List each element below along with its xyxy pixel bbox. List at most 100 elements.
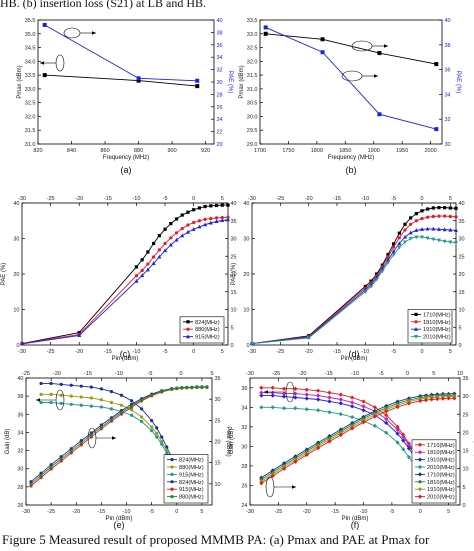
data-point [165, 451, 169, 455]
data-point [197, 206, 201, 210]
legend-entry: 915(MHz) [179, 487, 204, 493]
annotation-arrowhead [374, 74, 378, 78]
data-point [59, 401, 63, 405]
data-point [160, 389, 164, 393]
data-point [386, 261, 390, 265]
x-tick-label: -5 [163, 349, 168, 355]
data-point [89, 396, 93, 400]
data-point [69, 394, 73, 398]
data-point [270, 473, 275, 479]
data-point [384, 416, 389, 422]
data-point [259, 405, 264, 410]
x-tick-label: -10 [361, 349, 369, 355]
x-axis-label: Pin (dBm) [341, 356, 368, 362]
data-point [270, 405, 275, 410]
y-tick-label: 26 [241, 483, 247, 489]
data-point [448, 227, 453, 232]
data-point [414, 235, 419, 240]
x-tick-label: -20 [75, 349, 83, 355]
x-top-tick-label: -25 [22, 371, 30, 377]
y2-tick-label: 0 [463, 503, 466, 509]
data-point [392, 242, 396, 246]
x-top-tick-label: -10 [351, 371, 359, 377]
data-point [136, 76, 141, 81]
data-point [109, 400, 114, 405]
x-top-tick-label: -20 [75, 196, 83, 202]
data-point [380, 263, 384, 267]
legend-entry: 1810(MHz) [427, 450, 455, 456]
data-point [77, 333, 82, 338]
y2-tick-label: 24 [217, 117, 223, 123]
x-tick-label: -25 [47, 509, 55, 515]
data-point [140, 415, 144, 419]
y-tick-label: 34.0 [25, 59, 36, 65]
y2-tick-label: 20 [459, 272, 465, 278]
data-point [397, 241, 402, 246]
y-tick-label: 31.5 [25, 128, 36, 134]
y-tick-label: 33.0 [25, 87, 36, 93]
data-point [157, 248, 161, 252]
data-point [406, 446, 412, 451]
data-point [454, 215, 458, 219]
x-tick-label: 0 [420, 349, 423, 355]
data-point [259, 481, 264, 486]
legend-entry: 1910(MHz) [427, 458, 455, 464]
data-point [119, 393, 124, 397]
data-point [361, 399, 366, 404]
data-point [401, 447, 406, 452]
data-point [192, 220, 196, 225]
y2-tick-label: 20 [231, 272, 237, 278]
legend-entry: 915(MHz) [195, 335, 220, 341]
data-point [220, 218, 225, 222]
x-top-tick-label: -15 [325, 371, 333, 377]
y2-tick-label: 30 [231, 237, 237, 243]
y2-tick-label: 10 [231, 308, 237, 314]
y-axis-label: Pmax (dBm) [239, 65, 245, 98]
y2-tick-label: 20 [217, 142, 223, 148]
x-top-tick-label: -20 [299, 371, 307, 377]
legend-entry: 880(MHz) [179, 495, 204, 501]
legend-swatch-marker [170, 472, 174, 476]
annotation-ellipse [351, 40, 373, 52]
legend-entry: 915(MHz) [179, 472, 204, 478]
x-top-tick-label: 5 [449, 196, 452, 202]
data-point [169, 221, 173, 226]
legend-swatch-marker [414, 327, 418, 331]
data-point [350, 395, 355, 400]
data-point [418, 398, 423, 403]
data-point [397, 236, 401, 240]
data-point [151, 261, 156, 265]
x-axis-label: Frequency (MHz) [328, 155, 374, 161]
data-point [89, 385, 93, 389]
panel-tag: (b) [346, 165, 357, 175]
y-tick-label: 36 [17, 412, 23, 418]
data-point [408, 236, 413, 241]
x-tick-label: -5 [391, 349, 396, 355]
legend-swatch-marker [414, 320, 418, 324]
x-tick-label: 900 [168, 148, 177, 154]
x-top-tick-label: 0 [179, 371, 182, 377]
data-point [304, 387, 309, 392]
data-point [327, 410, 332, 415]
data-point [191, 227, 196, 231]
y-tick-label: 38 [17, 394, 23, 400]
data-point [140, 268, 144, 273]
data-point [163, 241, 167, 246]
data-point [440, 396, 446, 401]
data-point [197, 219, 201, 223]
x-axis-label: Pin (dBm) [112, 356, 139, 362]
annotation-arrowhead [384, 44, 388, 48]
legend-entry: 1810(MHz) [427, 480, 455, 486]
legend-box [163, 454, 209, 504]
data-point [185, 229, 190, 234]
data-point [320, 37, 325, 42]
data-point [208, 220, 213, 225]
data-point [386, 255, 390, 259]
legend-entry: 824(MHz) [179, 458, 204, 464]
data-point [425, 226, 430, 231]
header-fragment: HB. (b) insertion loss (S21) at LB and H… [0, 0, 206, 10]
data-point [293, 459, 298, 464]
annotation-arrowhead [92, 31, 96, 35]
y2-tick-label: 35 [215, 376, 221, 382]
